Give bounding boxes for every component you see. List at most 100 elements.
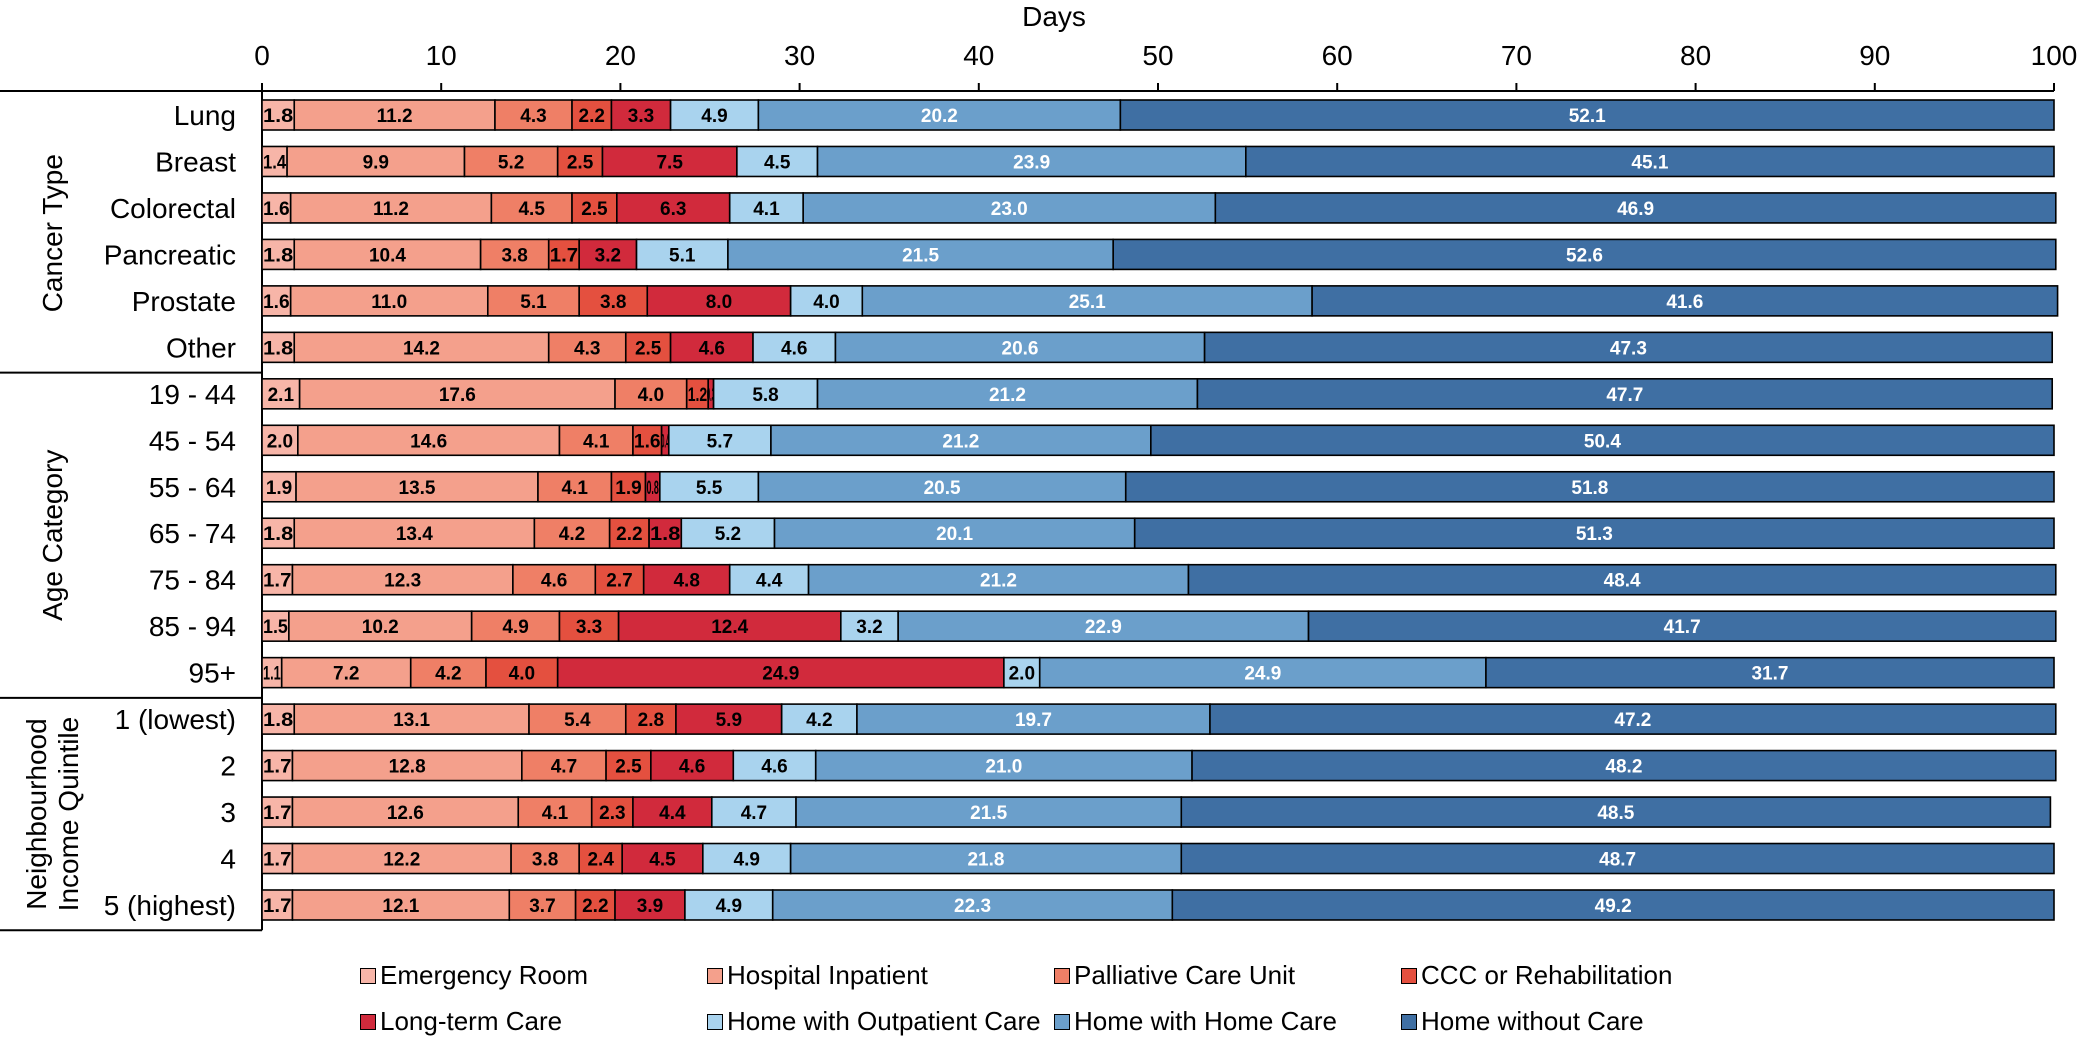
bar-value-label: 25.1 — [1069, 292, 1106, 313]
bar-value-label: 4.2 — [559, 524, 585, 545]
bar-value-label: 4.9 — [716, 896, 742, 917]
bar-segment — [571, 192, 618, 224]
bar-value-label: 4.0 — [638, 385, 664, 406]
x-tick-label: 10 — [426, 40, 457, 71]
bar-value-label: 1.8 — [263, 338, 293, 359]
legend-swatch — [1401, 1013, 1417, 1030]
bar-value-label: 47.7 — [1606, 385, 1643, 406]
bar-value-label: 20.5 — [924, 478, 961, 499]
bars-area: 1.8 11.2 4.3 2.2 3.3 4.9 20.2 52.1 1.4 9.9 5.2 2.5 7… — [261, 99, 2059, 921]
bar-value-label: 12.3 — [384, 571, 421, 592]
bar-value-label: 3.3 — [628, 106, 654, 127]
row-label: Prostate — [132, 286, 236, 317]
bar-segment — [409, 656, 487, 689]
bar-value-label: 4.5 — [764, 152, 791, 173]
legend-item: CCC or Rehabilitation — [1401, 960, 1672, 991]
bar-value-label: 10.2 — [362, 617, 399, 638]
bar-value-label: 1.2 — [688, 385, 708, 406]
bar-value-label: 41.6 — [1666, 292, 1703, 313]
bar-segment — [293, 517, 536, 550]
legend-label: Home with Outpatient Care — [727, 1006, 1041, 1036]
bar-segment — [558, 424, 634, 457]
legend-swatch — [707, 967, 723, 984]
bar-segment — [510, 842, 580, 875]
bar-segment — [286, 145, 466, 178]
bar-value-label: 3.9 — [637, 896, 663, 917]
bar-row: 2.1 17.6 4.0 1.2 0.3 5.8 21.2 47.7 — [261, 378, 2054, 410]
bar-value-label: 1.7 — [263, 757, 291, 778]
bar-segment — [601, 145, 738, 178]
bar-value-label: 3.8 — [532, 850, 558, 871]
bar-segment — [537, 470, 613, 503]
bar-value-label: 24.9 — [1244, 664, 1281, 685]
bar-segment — [635, 238, 729, 271]
row-label: 3 — [220, 797, 236, 828]
bar-value-label: 14.6 — [410, 431, 447, 452]
x-axis-title: Days — [1022, 1, 1086, 32]
bar-value-label: 20.2 — [921, 106, 958, 127]
bar-value-label: 22.9 — [1085, 617, 1122, 638]
bar-value-label: 0.8 — [646, 478, 658, 499]
bar-value-label: 1.5 — [263, 617, 288, 638]
bar-value-label: 48.2 — [1605, 757, 1642, 778]
bar-value-label: 1.9 — [615, 478, 641, 499]
bar-segment — [261, 889, 294, 921]
bar-value-label: 1.7 — [263, 803, 291, 824]
bar-value-label: 2.3 — [599, 803, 625, 824]
bar-segment — [1307, 610, 2057, 642]
bar-segment — [556, 145, 604, 178]
bar-value-label: 4.1 — [542, 803, 569, 824]
row-label: Pancreatic — [104, 239, 236, 270]
bar-segment — [789, 842, 1183, 875]
bar-segment — [646, 285, 792, 317]
bar-value-label: 48.4 — [1604, 571, 1641, 592]
bar-segment — [624, 331, 672, 364]
bar-value-label: 3.8 — [501, 245, 527, 266]
bar-value-label: 52.1 — [1569, 106, 1606, 127]
bar-value-label: 5.9 — [716, 710, 742, 731]
row-label: 2 — [220, 751, 236, 782]
bar-segment — [807, 563, 1190, 596]
bar-value-label: 2.5 — [581, 199, 608, 220]
legend-item: Home with Home Care — [1054, 1006, 1337, 1037]
bar-segment — [1003, 656, 1041, 689]
bar-value-label: 12.1 — [382, 896, 419, 917]
bar-value-label: 21.5 — [970, 803, 1007, 824]
bar-value-label: 2.4 — [587, 850, 614, 871]
bar-value-label: 4.9 — [734, 850, 760, 871]
bar-row: 1.7 12.8 4.7 2.5 4.6 4.6 21.0 48.2 — [261, 749, 2057, 782]
bar-segment — [1180, 842, 2055, 875]
bar-value-label: 51.3 — [1576, 524, 1613, 545]
bar-value-label: 4.6 — [699, 338, 725, 359]
bar-row: 1.6 11.0 5.1 3.8 8.0 4.0 25.1 41.6 — [261, 285, 2059, 317]
legend-swatch — [1054, 1013, 1070, 1030]
row-label: 75 - 84 — [149, 565, 236, 596]
bar-segment — [614, 378, 688, 410]
bar-row: 1.8 14.2 4.3 2.5 4.6 4.6 20.6 47.3 — [261, 331, 2054, 364]
bar-segment — [728, 563, 810, 596]
bar-value-label: 4.6 — [541, 571, 567, 592]
x-axis: 0 10 20 30 40 50 60 70 80 90 100 — [254, 40, 2077, 931]
x-tick-label: 80 — [1680, 40, 1711, 71]
bar-value-label: 0.3 — [707, 385, 715, 406]
bar-segment — [547, 331, 627, 364]
legend-swatch — [1054, 967, 1070, 984]
bar-value-label: 4.6 — [761, 757, 787, 778]
bar-row: 1.6 11.2 4.5 2.5 6.3 4.1 23.0 46.9 — [261, 192, 2057, 224]
bar-value-label: 45.1 — [1631, 152, 1668, 173]
bar-segment — [648, 517, 683, 550]
bar-row: 1.8 11.2 4.3 2.2 3.3 4.9 20.2 52.1 — [261, 99, 2055, 131]
bar-value-label: 1.7 — [263, 850, 291, 871]
bar-value-label: 21.5 — [902, 245, 939, 266]
bar-segment — [752, 331, 837, 364]
bar-segment — [490, 192, 573, 224]
bar-segment — [291, 796, 520, 828]
bar-segment — [816, 378, 1199, 410]
bar-value-label: 5.2 — [498, 152, 524, 173]
bar-segment — [770, 424, 1152, 457]
bar-row: 1.8 10.4 3.8 1.7 3.2 5.1 21.5 52.6 — [261, 238, 2057, 271]
bar-value-label: 13.5 — [399, 478, 436, 499]
group-label: Cancer Type — [37, 154, 68, 312]
row-label: 95+ — [189, 658, 237, 689]
bar-segment — [295, 470, 539, 503]
